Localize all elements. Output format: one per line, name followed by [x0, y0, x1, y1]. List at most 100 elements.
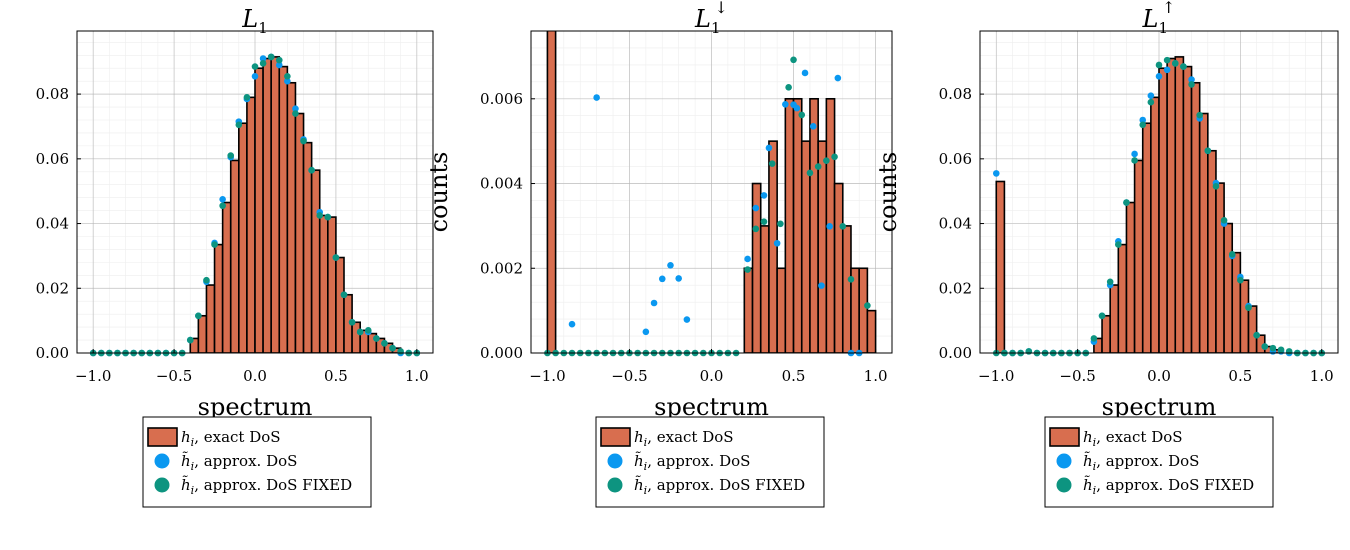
- approx-point: [219, 195, 226, 203]
- fixed-point: [1155, 61, 1163, 69]
- y-tick-label: 0.06: [939, 150, 972, 168]
- fixed-point: [790, 56, 797, 64]
- histogram-bar: [833, 182, 844, 353]
- fixed-point: [823, 157, 830, 164]
- fixed-point: [284, 73, 291, 80]
- histogram-bar: [302, 141, 313, 353]
- histogram-bar: [809, 97, 819, 353]
- series-fixed: [89, 53, 421, 357]
- histogram-bar: [1150, 96, 1160, 353]
- approx-point: [1139, 116, 1147, 124]
- approx-point: [1131, 150, 1138, 158]
- approx-point: [683, 316, 691, 323]
- approx-point: [675, 275, 682, 282]
- legend-marker-fixed: [154, 477, 170, 493]
- approx-point: [1163, 66, 1171, 74]
- approx-point: [642, 328, 650, 336]
- y-tick-label: 0.004: [480, 175, 523, 193]
- legend-label-exact: hi, exact DoS: [1083, 428, 1183, 449]
- x-tick-label: 0.5: [324, 367, 348, 385]
- legend-label-exact: hi, exact DoS: [634, 428, 734, 449]
- fixed-point: [227, 152, 235, 159]
- fixed-point: [1123, 199, 1130, 206]
- panel-1: −1.0 −0.5 0.0 0.5 1.0 0.00 0.02 0.04 0.06 0.08 L1 s…: [36, 5, 434, 508]
- y-axis-label: counts: [425, 152, 453, 233]
- fixed-point: [348, 318, 356, 326]
- fixed-point: [1261, 343, 1269, 350]
- fixed-point: [1285, 348, 1293, 355]
- legend-label-approx: h̃i, approx. DoS: [1083, 452, 1199, 473]
- fixed-point: [1188, 81, 1195, 88]
- fixed-point: [316, 212, 324, 219]
- fixed-point: [397, 348, 404, 355]
- legend-box: [142, 416, 372, 508]
- approx-point: [752, 204, 760, 212]
- legend: hi, exact DoS h̃i, approx. DoS h̃i, approx…: [1044, 416, 1274, 508]
- histogram-bar: [351, 321, 361, 353]
- y-tick-label: 0.08: [939, 85, 972, 103]
- fixed-point: [1163, 56, 1171, 64]
- chart-title: L1↑: [1142, 0, 1176, 37]
- legend-marker-approx: [607, 453, 623, 469]
- histogram-bar: [1215, 182, 1225, 353]
- histogram-bar: [1247, 305, 1258, 353]
- x-tick-label: 1.0: [1310, 367, 1334, 385]
- fixed-point: [381, 339, 388, 347]
- fixed-point: [760, 218, 768, 225]
- fixed-point: [259, 60, 267, 67]
- fixed-point: [1277, 346, 1285, 354]
- fixed-point: [1269, 344, 1277, 352]
- approx-point: [793, 104, 801, 112]
- histogram-bar: [1166, 57, 1177, 353]
- approx-point: [834, 74, 842, 82]
- y-tick-label: 0.000: [480, 344, 523, 362]
- histogram-bar: [759, 225, 770, 353]
- y-tick-label: 0.04: [36, 215, 69, 233]
- fixed-point: [1106, 278, 1114, 286]
- approx-point: [773, 239, 781, 247]
- histogram-bar: [262, 57, 272, 353]
- bars: [189, 56, 402, 353]
- approx-point: [809, 123, 817, 130]
- histogram-bar: [776, 267, 787, 353]
- fixed-point: [1212, 183, 1220, 190]
- bars: [995, 56, 1282, 353]
- x-axis-label: spectrum: [654, 393, 769, 421]
- legend-swatch-exact: [600, 427, 631, 447]
- fixed-point: [839, 223, 847, 230]
- fixed-point: [1245, 304, 1252, 311]
- fixed-point: [332, 254, 340, 261]
- fixed-point: [798, 111, 806, 119]
- approx-point: [275, 61, 283, 69]
- approx-point: [782, 100, 789, 108]
- histogram-bar: [286, 81, 297, 353]
- fixed-point: [1204, 147, 1212, 155]
- histogram-bar: [1158, 67, 1168, 353]
- legend: hi, exact DoS h̃i, approx. DoS h̃i, approx…: [142, 416, 372, 508]
- fixed-point: [806, 169, 814, 177]
- histogram-bar: [858, 267, 869, 353]
- fixed-point: [1228, 250, 1236, 258]
- histogram-bar: [238, 122, 248, 353]
- x-tick-label: 0.0: [1147, 367, 1171, 385]
- x-tick-label: 0.5: [1228, 367, 1252, 385]
- histogram-bar: [229, 159, 240, 353]
- x-tick-label: 0.0: [243, 367, 267, 385]
- legend-label-approx: h̃i, approx. DoS: [634, 452, 750, 473]
- fixed-point: [1139, 121, 1147, 129]
- fixed-point: [1253, 331, 1260, 339]
- x-tick-label: −0.5: [611, 367, 647, 385]
- histogram-bar: [768, 140, 778, 353]
- fixed-point: [186, 336, 194, 344]
- fixed-point: [1220, 217, 1228, 224]
- legend-label-approx: h̃i, approx. DoS: [181, 452, 297, 473]
- histogram-bar: [1141, 122, 1152, 353]
- legend-box: [595, 416, 825, 508]
- approx-point: [593, 94, 600, 101]
- approx-point: [765, 144, 773, 152]
- approx-point: [1188, 76, 1195, 83]
- histogram-bar: [197, 314, 208, 353]
- approx-point: [760, 192, 768, 199]
- histogram-bar: [294, 112, 305, 353]
